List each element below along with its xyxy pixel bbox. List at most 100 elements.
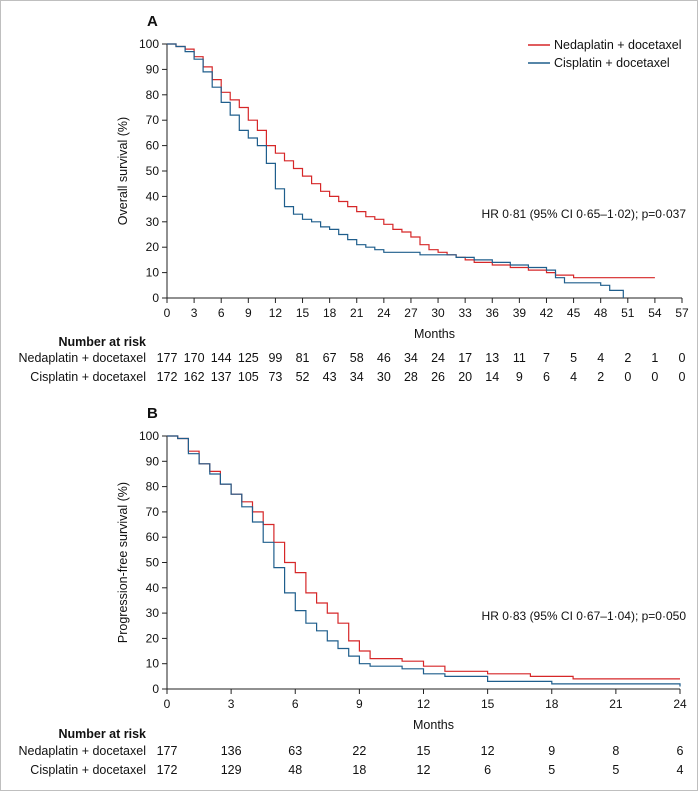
y-axis-title: Progression-free survival (%) xyxy=(116,482,130,643)
risk-count: 30 xyxy=(377,370,391,384)
risk-count: 58 xyxy=(350,351,364,365)
panel-letter: B xyxy=(147,405,158,422)
risk-count: 63 xyxy=(288,744,302,758)
risk-count: 1 xyxy=(651,351,658,365)
y-tick-label: 40 xyxy=(146,581,160,595)
x-axis-title: Months xyxy=(413,718,454,732)
risk-count: 172 xyxy=(157,763,178,777)
x-tick-label: 51 xyxy=(621,306,635,320)
y-tick-label: 10 xyxy=(146,266,160,280)
y-tick-label: 70 xyxy=(146,505,160,519)
x-tick-label: 45 xyxy=(567,306,581,320)
risk-count: 28 xyxy=(404,370,418,384)
risk-count: 13 xyxy=(485,351,499,365)
x-tick-label: 0 xyxy=(164,697,171,711)
series-line-nedaplatin xyxy=(167,435,680,680)
risk-count: 5 xyxy=(612,763,619,777)
risk-count: 4 xyxy=(570,370,577,384)
y-tick-label: 60 xyxy=(146,139,160,153)
risk-count: 12 xyxy=(481,744,495,758)
panel-letter: A xyxy=(147,13,158,30)
risk-count: 2 xyxy=(597,370,604,384)
x-tick-label: 3 xyxy=(228,697,235,711)
number-at-risk-header: Number at risk xyxy=(58,727,146,741)
y-tick-label: 90 xyxy=(146,62,160,76)
risk-row-label: Nedaplatin + docetaxel xyxy=(18,744,146,758)
risk-count: 34 xyxy=(404,351,418,365)
risk-count: 6 xyxy=(677,744,684,758)
x-tick-label: 30 xyxy=(431,306,445,320)
x-tick-label: 18 xyxy=(545,697,559,711)
risk-count: 11 xyxy=(513,351,526,365)
x-tick-label: 54 xyxy=(648,306,662,320)
y-tick-label: 20 xyxy=(146,631,160,645)
x-tick-label: 0 xyxy=(164,306,171,320)
risk-count: 4 xyxy=(597,351,604,365)
x-tick-label: 39 xyxy=(513,306,527,320)
x-tick-label: 42 xyxy=(540,306,554,320)
x-tick-label: 21 xyxy=(350,306,364,320)
number-at-risk-header: Number at risk xyxy=(58,335,146,349)
y-tick-label: 80 xyxy=(146,480,160,494)
risk-row-label: Cisplatin + docetaxel xyxy=(30,370,146,384)
risk-count: 177 xyxy=(157,744,178,758)
y-tick-label: 30 xyxy=(146,215,160,229)
x-tick-label: 33 xyxy=(458,306,472,320)
risk-count: 81 xyxy=(296,351,310,365)
risk-count: 24 xyxy=(431,351,445,365)
x-tick-label: 48 xyxy=(594,306,608,320)
x-tick-label: 24 xyxy=(377,306,391,320)
risk-count: 8 xyxy=(612,744,619,758)
risk-count: 0 xyxy=(624,370,631,384)
y-tick-label: 50 xyxy=(146,556,160,570)
risk-count: 12 xyxy=(417,763,431,777)
x-tick-label: 15 xyxy=(296,306,310,320)
risk-count: 4 xyxy=(677,763,684,777)
x-tick-label: 12 xyxy=(417,697,431,711)
risk-count: 14 xyxy=(485,370,499,384)
x-axis-title: Months xyxy=(414,327,455,341)
x-tick-label: 57 xyxy=(675,306,689,320)
risk-count: 0 xyxy=(679,370,686,384)
risk-count: 162 xyxy=(184,370,205,384)
x-tick-label: 9 xyxy=(356,697,363,711)
risk-count: 144 xyxy=(211,351,232,365)
y-tick-label: 40 xyxy=(146,189,160,203)
risk-count: 15 xyxy=(417,744,431,758)
x-tick-label: 21 xyxy=(609,697,623,711)
x-tick-label: 9 xyxy=(245,306,252,320)
risk-count: 43 xyxy=(323,370,337,384)
risk-count: 99 xyxy=(268,351,282,365)
risk-count: 129 xyxy=(221,763,242,777)
risk-count: 125 xyxy=(238,351,259,365)
risk-count: 0 xyxy=(651,370,658,384)
risk-count: 6 xyxy=(484,763,491,777)
y-tick-label: 0 xyxy=(152,291,159,305)
y-axis-title: Overall survival (%) xyxy=(116,117,130,225)
x-tick-label: 3 xyxy=(191,306,198,320)
risk-row-label: Nedaplatin + docetaxel xyxy=(18,351,146,365)
x-tick-label: 27 xyxy=(404,306,418,320)
risk-count: 46 xyxy=(377,351,391,365)
y-tick-label: 0 xyxy=(152,682,159,696)
hazard-ratio-annotation: HR 0·83 (95% CI 0·67–1·04); p=0·050 xyxy=(482,609,687,623)
y-tick-label: 100 xyxy=(139,429,159,443)
risk-count: 26 xyxy=(431,370,445,384)
risk-count: 177 xyxy=(157,351,178,365)
x-tick-label: 15 xyxy=(481,697,495,711)
series-line-cisplatin xyxy=(167,435,681,687)
x-tick-label: 6 xyxy=(292,697,299,711)
risk-count: 34 xyxy=(350,370,364,384)
risk-count: 73 xyxy=(268,370,282,384)
y-tick-label: 20 xyxy=(146,240,160,254)
legend-entry: Cisplatin + docetaxel xyxy=(554,56,670,70)
x-tick-label: 18 xyxy=(323,306,337,320)
risk-count: 17 xyxy=(458,351,472,365)
x-tick-label: 24 xyxy=(673,697,687,711)
chart-panel-b: B 0 10 20 30 40 50 60 70 80 90 100 0 3 6 9 12 15 18 21 24 Mon… xyxy=(18,405,687,777)
risk-count: 6 xyxy=(543,370,550,384)
series-line-nedaplatin xyxy=(167,43,655,279)
